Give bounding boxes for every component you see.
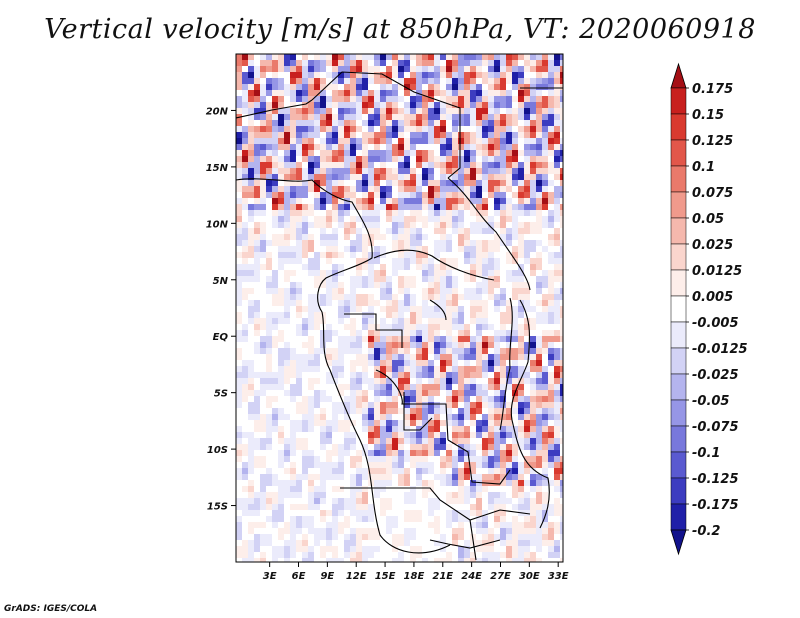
colorbar-label: 0.125 [692, 134, 733, 149]
colorbar-label: 0.1 [692, 160, 715, 175]
velocity-field [236, 54, 563, 562]
x-axis: 3E 6E 9E 12E 15E 18E 21E 24E 27E 30E 33E [263, 562, 569, 582]
y-tick-label: 5N [213, 276, 229, 287]
colorbar-label: 0.15 [692, 108, 724, 123]
colorbar-label: -0.125 [692, 472, 739, 487]
colorbar-segment [670, 139, 687, 167]
colorbar-segment [670, 87, 687, 115]
colorbar-label: -0.175 [692, 498, 739, 513]
colorbar-label: 0.175 [692, 82, 733, 97]
y-tick-label: 15S [207, 502, 228, 513]
colorbar-top-arrow [670, 62, 687, 89]
y-tick-label: 15N [206, 163, 229, 174]
x-tick-label: 6E [292, 571, 306, 582]
colorbar-label: -0.05 [692, 394, 729, 409]
colorbar-segment [670, 503, 687, 531]
colorbar: 0.175 0.15 0.125 0.1 0.075 0.05 0.025 0.0125 0.0… [670, 62, 748, 556]
colorbar-segment [670, 451, 687, 479]
colorbar-label: 0.05 [692, 212, 724, 227]
colorbar-segment [670, 373, 687, 401]
colorbar-label: -0.025 [692, 368, 739, 383]
grads-credit: GrADS: IGES/COLA [4, 604, 98, 614]
x-tick-label: 3E [263, 571, 277, 582]
colorbar-segment [670, 321, 687, 349]
x-tick-label: 24E [461, 571, 482, 582]
colorbar-label: -0.075 [692, 420, 739, 435]
x-tick-label: 30E [519, 571, 540, 582]
colorbar-segment [670, 347, 687, 375]
y-tick-label: 20N [206, 106, 229, 117]
colorbar-segment [670, 165, 687, 193]
map-frame [235, 53, 564, 563]
colorbar-segment [670, 295, 687, 323]
colorbar-segment [670, 243, 687, 271]
colorbar-label: -0.2 [692, 524, 720, 539]
y-tick-label: 10S [207, 445, 228, 456]
colorbar-segment [670, 191, 687, 219]
colorbar-segment [670, 399, 687, 427]
x-tick-label: 9E [320, 571, 334, 582]
country-borders [236, 71, 563, 561]
x-tick-label: 12E [346, 571, 367, 582]
x-tick-label: 15E [375, 571, 396, 582]
colorbar-label: 0.0125 [692, 264, 742, 279]
colorbar-bottom-arrow [670, 529, 687, 556]
y-axis: 20N 15N 10N 5N EQ 5S 10S 15S [206, 106, 236, 513]
colorbar-segment [670, 425, 687, 453]
colorbar-label: 0.005 [692, 290, 733, 305]
colorbar-label: -0.1 [692, 446, 720, 461]
x-tick-label: 21E [432, 571, 453, 582]
x-tick-label: 27E [490, 571, 511, 582]
y-tick-label: EQ [213, 332, 229, 343]
colorbar-segment [670, 217, 687, 245]
colorbar-segment [670, 113, 687, 141]
colorbar-label: 0.025 [692, 238, 733, 253]
colorbar-label: -0.005 [692, 316, 739, 331]
x-tick-label: 18E [404, 571, 425, 582]
colorbar-label: 0.075 [692, 186, 733, 201]
x-tick-label: 33E [548, 571, 569, 582]
colorbar-segment [670, 269, 687, 297]
y-tick-label: 5S [214, 389, 228, 400]
chart-title: Vertical velocity [m/s] at 850hPa, VT: 2… [44, 14, 756, 45]
colorbar-label: -0.0125 [692, 342, 748, 357]
colorbar-segment [670, 477, 687, 505]
y-tick-label: 10N [206, 219, 229, 230]
